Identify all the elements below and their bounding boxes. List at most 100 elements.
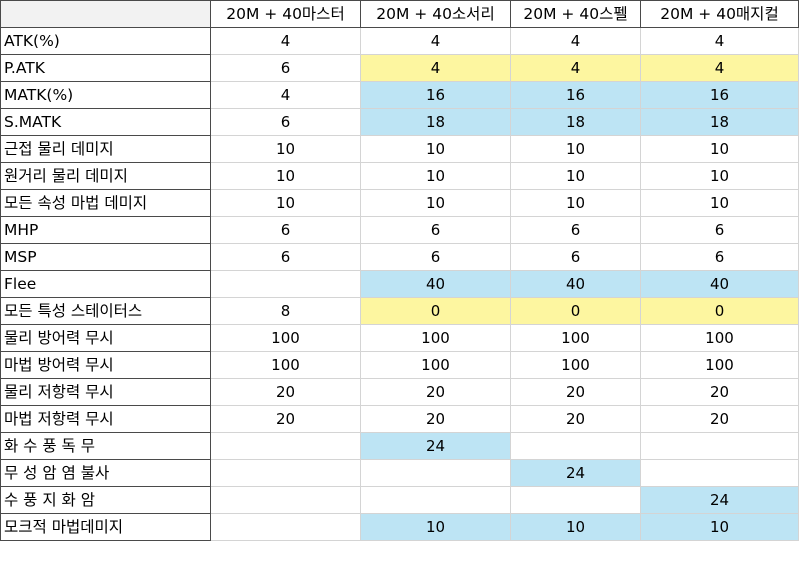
- row-label[interactable]: 물리 방어력 무시: [0, 324, 211, 352]
- row-label[interactable]: 모든 특성 스테이터스: [0, 297, 211, 325]
- value-cell[interactable]: [510, 486, 641, 514]
- row-label[interactable]: 무 성 암 염 불사: [0, 459, 211, 487]
- value-cell[interactable]: [510, 432, 641, 460]
- value-cell[interactable]: 10: [360, 135, 511, 163]
- value-cell[interactable]: [360, 486, 511, 514]
- value-cell[interactable]: 100: [210, 351, 361, 379]
- value-cell[interactable]: 10: [510, 135, 641, 163]
- value-cell[interactable]: 20: [360, 378, 511, 406]
- value-cell[interactable]: [210, 270, 361, 298]
- value-cell[interactable]: [210, 459, 361, 487]
- value-cell[interactable]: 4: [640, 54, 799, 82]
- value-cell[interactable]: 100: [510, 351, 641, 379]
- value-cell[interactable]: 20: [640, 405, 799, 433]
- row-label[interactable]: ATK(%): [0, 27, 211, 55]
- value-cell[interactable]: 10: [210, 189, 361, 217]
- value-cell[interactable]: 0: [360, 297, 511, 325]
- value-cell[interactable]: [210, 513, 361, 541]
- value-cell[interactable]: 10: [210, 135, 361, 163]
- row-label[interactable]: S.MATK: [0, 108, 211, 136]
- row-label[interactable]: Flee: [0, 270, 211, 298]
- value-cell[interactable]: 4: [360, 27, 511, 55]
- row-label[interactable]: 물리 저항력 무시: [0, 378, 211, 406]
- value-cell[interactable]: 100: [360, 351, 511, 379]
- value-cell[interactable]: 10: [640, 513, 799, 541]
- value-cell[interactable]: 6: [510, 243, 641, 271]
- value-cell[interactable]: 18: [640, 108, 799, 136]
- value-cell[interactable]: 6: [640, 243, 799, 271]
- value-cell[interactable]: 4: [640, 27, 799, 55]
- value-cell[interactable]: 40: [360, 270, 511, 298]
- value-cell[interactable]: 100: [640, 351, 799, 379]
- value-cell[interactable]: 10: [640, 135, 799, 163]
- value-cell[interactable]: 6: [210, 216, 361, 244]
- value-cell[interactable]: 10: [510, 162, 641, 190]
- value-cell[interactable]: 10: [510, 189, 641, 217]
- row-label[interactable]: 원거리 물리 데미지: [0, 162, 211, 190]
- value-cell[interactable]: 10: [360, 162, 511, 190]
- column-header[interactable]: 20M + 40소서리: [360, 0, 511, 28]
- value-cell[interactable]: 6: [210, 54, 361, 82]
- row-label[interactable]: MSP: [0, 243, 211, 271]
- row-label[interactable]: 마법 방어력 무시: [0, 351, 211, 379]
- value-cell[interactable]: 6: [210, 243, 361, 271]
- row-label[interactable]: 모든 속성 마법 데미지: [0, 189, 211, 217]
- value-cell[interactable]: 0: [510, 297, 641, 325]
- value-cell[interactable]: [210, 486, 361, 514]
- value-cell[interactable]: 8: [210, 297, 361, 325]
- value-cell[interactable]: 40: [510, 270, 641, 298]
- value-cell[interactable]: 10: [210, 162, 361, 190]
- corner-cell[interactable]: [0, 0, 211, 28]
- row-label[interactable]: MHP: [0, 216, 211, 244]
- value-cell[interactable]: 20: [510, 405, 641, 433]
- value-cell[interactable]: 0: [640, 297, 799, 325]
- value-cell[interactable]: 24: [360, 432, 511, 460]
- value-cell[interactable]: 20: [640, 378, 799, 406]
- value-cell[interactable]: 16: [640, 81, 799, 109]
- value-cell[interactable]: 10: [640, 162, 799, 190]
- value-cell[interactable]: 100: [210, 324, 361, 352]
- value-cell[interactable]: 24: [510, 459, 641, 487]
- value-cell[interactable]: 16: [360, 81, 511, 109]
- value-cell[interactable]: 20: [510, 378, 641, 406]
- column-header[interactable]: 20M + 40매지컬: [640, 0, 799, 28]
- value-cell[interactable]: 10: [640, 189, 799, 217]
- value-cell[interactable]: 20: [210, 405, 361, 433]
- column-header[interactable]: 20M + 40스펠: [510, 0, 641, 28]
- value-cell[interactable]: [640, 459, 799, 487]
- value-cell[interactable]: 100: [360, 324, 511, 352]
- column-header[interactable]: 20M + 40마스터: [210, 0, 361, 28]
- value-cell[interactable]: 6: [360, 243, 511, 271]
- value-cell[interactable]: 4: [360, 54, 511, 82]
- value-cell[interactable]: 6: [210, 108, 361, 136]
- value-cell[interactable]: 18: [510, 108, 641, 136]
- value-cell[interactable]: 10: [510, 513, 641, 541]
- value-cell[interactable]: 10: [360, 189, 511, 217]
- value-cell[interactable]: 40: [640, 270, 799, 298]
- row-label[interactable]: 화 수 풍 독 무: [0, 432, 211, 460]
- value-cell[interactable]: 20: [360, 405, 511, 433]
- row-label[interactable]: 마법 저항력 무시: [0, 405, 211, 433]
- value-cell[interactable]: 6: [360, 216, 511, 244]
- value-cell[interactable]: 100: [510, 324, 641, 352]
- row-label[interactable]: 모크적 마법데미지: [0, 513, 211, 541]
- value-cell[interactable]: 24: [640, 486, 799, 514]
- value-cell[interactable]: 6: [510, 216, 641, 244]
- value-cell[interactable]: [210, 432, 361, 460]
- row-label[interactable]: P.ATK: [0, 54, 211, 82]
- value-cell[interactable]: 10: [360, 513, 511, 541]
- row-label[interactable]: 수 풍 지 화 암: [0, 486, 211, 514]
- value-cell[interactable]: [360, 459, 511, 487]
- row-label[interactable]: MATK(%): [0, 81, 211, 109]
- value-cell[interactable]: [640, 432, 799, 460]
- value-cell[interactable]: 4: [210, 81, 361, 109]
- row-label[interactable]: 근접 물리 데미지: [0, 135, 211, 163]
- value-cell[interactable]: 100: [640, 324, 799, 352]
- value-cell[interactable]: 16: [510, 81, 641, 109]
- value-cell[interactable]: 20: [210, 378, 361, 406]
- value-cell[interactable]: 6: [640, 216, 799, 244]
- value-cell[interactable]: 4: [510, 27, 641, 55]
- value-cell[interactable]: 4: [210, 27, 361, 55]
- value-cell[interactable]: 18: [360, 108, 511, 136]
- value-cell[interactable]: 4: [510, 54, 641, 82]
